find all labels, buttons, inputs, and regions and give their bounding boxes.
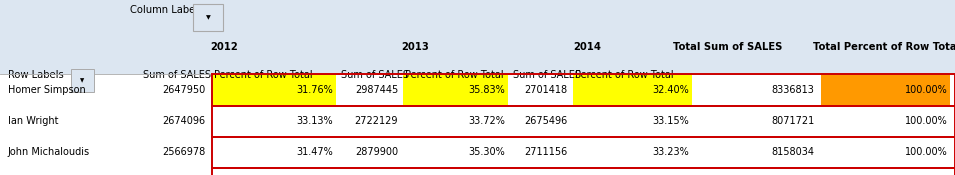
Text: 2674096: 2674096	[162, 116, 205, 126]
FancyBboxPatch shape	[71, 69, 94, 92]
Text: Column Labels: Column Labels	[131, 5, 203, 15]
Text: Percent of Row Total: Percent of Row Total	[405, 70, 503, 80]
Text: ▼: ▼	[206, 15, 210, 20]
Text: 100.00%: 100.00%	[904, 85, 947, 95]
Bar	[0, 137, 955, 168]
Text: 2675496: 2675496	[524, 116, 567, 126]
Bar	[0, 168, 955, 175]
Text: 35.83%: 35.83%	[469, 85, 505, 95]
Text: Homer Simpson: Homer Simpson	[8, 85, 85, 95]
Bar	[212, 106, 955, 137]
Text: Sum of SALES: Sum of SALES	[513, 70, 581, 80]
Text: 32.40%: 32.40%	[653, 85, 690, 95]
Text: 31.47%: 31.47%	[297, 147, 333, 157]
Bar	[821, 74, 950, 106]
Bar	[573, 74, 692, 106]
Text: 33.15%: 33.15%	[653, 116, 690, 126]
Bar	[212, 74, 336, 106]
Text: 2987445: 2987445	[355, 85, 398, 95]
Bar	[403, 74, 508, 106]
Text: 2014: 2014	[573, 42, 602, 52]
Text: 100.00%: 100.00%	[904, 116, 947, 126]
Text: 2722129: 2722129	[354, 116, 398, 126]
Bar	[0, 106, 955, 137]
Text: Sum of SALES: Sum of SALES	[341, 70, 409, 80]
Bar	[0, 74, 955, 106]
Text: Row Labels: Row Labels	[8, 70, 63, 80]
Text: John Michaloudis: John Michaloudis	[8, 147, 90, 157]
Text: 2566978: 2566978	[162, 147, 205, 157]
Text: Percent of Row Total: Percent of Row Total	[214, 70, 312, 80]
Text: 31.76%: 31.76%	[297, 85, 333, 95]
Text: 8158034: 8158034	[772, 147, 815, 157]
Text: Ian Wright: Ian Wright	[8, 116, 58, 126]
FancyBboxPatch shape	[193, 4, 223, 31]
Text: 2013: 2013	[401, 42, 430, 52]
Text: Sum of SALES: Sum of SALES	[143, 70, 211, 80]
Text: 100.00%: 100.00%	[904, 147, 947, 157]
Text: 2701418: 2701418	[524, 85, 567, 95]
Text: 8336813: 8336813	[772, 85, 815, 95]
Text: 33.13%: 33.13%	[297, 116, 333, 126]
Bar	[212, 74, 955, 106]
Text: 2711156: 2711156	[524, 147, 567, 157]
Text: 2647950: 2647950	[162, 85, 205, 95]
Bar	[212, 168, 955, 175]
Text: 2879900: 2879900	[355, 147, 398, 157]
Text: Total Percent of Row Total: Total Percent of Row Total	[813, 42, 955, 52]
Text: Percent of Row Total: Percent of Row Total	[575, 70, 673, 80]
Text: 33.72%: 33.72%	[468, 116, 505, 126]
Bar	[212, 137, 955, 168]
Text: 35.30%: 35.30%	[469, 147, 505, 157]
Text: 8071721: 8071721	[772, 116, 815, 126]
Text: 2012: 2012	[210, 42, 239, 52]
Text: Total Sum of SALES: Total Sum of SALES	[673, 42, 782, 52]
Text: 33.23%: 33.23%	[653, 147, 690, 157]
Text: ▼: ▼	[80, 78, 84, 83]
